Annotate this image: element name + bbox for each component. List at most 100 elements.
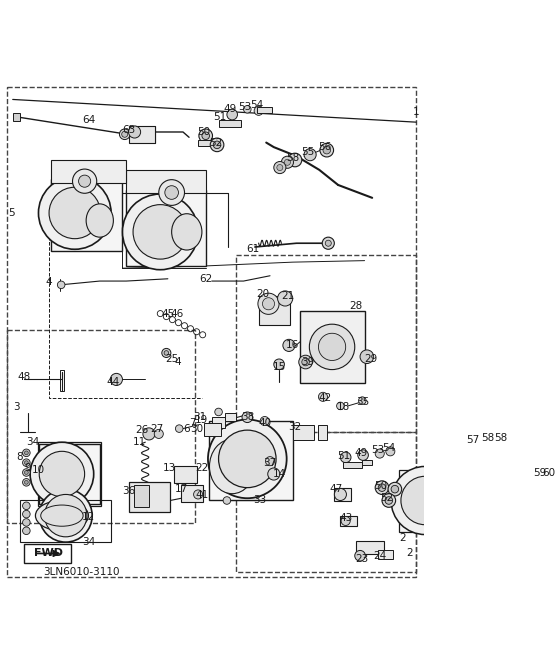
Text: 27: 27 <box>150 424 163 434</box>
Bar <box>236 255 416 432</box>
Bar <box>198 140 213 146</box>
Circle shape <box>542 469 553 479</box>
Circle shape <box>485 436 493 444</box>
Circle shape <box>165 186 179 199</box>
Circle shape <box>219 430 276 488</box>
Circle shape <box>110 373 122 385</box>
Circle shape <box>73 169 97 193</box>
Text: 53: 53 <box>372 445 385 455</box>
Circle shape <box>465 489 469 493</box>
Text: 50: 50 <box>198 127 211 137</box>
Circle shape <box>39 177 111 250</box>
Text: 55: 55 <box>301 148 315 158</box>
Circle shape <box>164 351 169 355</box>
Circle shape <box>227 109 238 120</box>
Text: 58: 58 <box>494 433 507 443</box>
Circle shape <box>336 402 344 410</box>
Text: 6: 6 <box>184 424 190 434</box>
Circle shape <box>22 459 30 467</box>
Bar <box>51 160 126 183</box>
Text: 61: 61 <box>246 244 259 254</box>
Text: 48: 48 <box>17 372 31 382</box>
Circle shape <box>325 240 331 246</box>
Bar <box>134 485 149 506</box>
Circle shape <box>162 348 171 357</box>
Circle shape <box>355 550 365 561</box>
Bar <box>211 417 225 428</box>
Bar <box>219 120 240 128</box>
Bar <box>455 473 477 533</box>
Text: 42: 42 <box>319 393 332 403</box>
Bar <box>300 311 364 383</box>
Text: 37: 37 <box>263 457 277 467</box>
Text: 21: 21 <box>281 291 294 301</box>
Bar <box>13 113 20 120</box>
Circle shape <box>375 481 389 495</box>
Bar <box>334 488 351 501</box>
Text: 36: 36 <box>122 486 135 496</box>
Circle shape <box>523 481 531 489</box>
Bar <box>225 414 236 421</box>
Circle shape <box>254 107 263 115</box>
Text: 46: 46 <box>170 308 184 318</box>
Circle shape <box>175 425 183 432</box>
Text: 34: 34 <box>27 437 40 448</box>
Circle shape <box>463 478 470 485</box>
Bar <box>51 179 122 251</box>
Circle shape <box>30 442 94 506</box>
Text: 38: 38 <box>240 412 254 422</box>
Circle shape <box>22 469 30 476</box>
Circle shape <box>79 175 91 187</box>
Circle shape <box>358 449 368 460</box>
Text: 59: 59 <box>533 467 547 477</box>
Circle shape <box>309 324 355 369</box>
Text: 15: 15 <box>273 361 286 371</box>
Text: 31: 31 <box>193 412 206 422</box>
Bar <box>128 126 155 142</box>
Bar <box>20 500 111 542</box>
Text: 3: 3 <box>13 402 20 412</box>
Circle shape <box>45 495 87 537</box>
Text: 3LN6010-3110: 3LN6010-3110 <box>43 567 119 577</box>
Text: 26: 26 <box>134 425 148 435</box>
Bar <box>343 462 362 468</box>
Bar <box>38 442 101 506</box>
Text: 14: 14 <box>273 469 286 479</box>
Circle shape <box>277 291 293 306</box>
Bar <box>293 425 314 440</box>
Circle shape <box>122 194 198 269</box>
Circle shape <box>213 141 221 149</box>
Circle shape <box>302 358 309 366</box>
Circle shape <box>39 489 92 542</box>
Circle shape <box>468 436 480 448</box>
Circle shape <box>375 449 384 458</box>
Text: 56: 56 <box>319 142 332 152</box>
Circle shape <box>262 298 275 310</box>
Circle shape <box>25 481 28 484</box>
Circle shape <box>378 484 386 491</box>
Circle shape <box>122 131 128 137</box>
Circle shape <box>283 340 295 352</box>
Circle shape <box>319 393 328 401</box>
Bar <box>209 421 293 500</box>
Text: 54: 54 <box>251 100 264 110</box>
Circle shape <box>22 502 30 510</box>
Circle shape <box>523 501 531 509</box>
Text: 19: 19 <box>195 414 209 424</box>
Bar <box>181 485 203 502</box>
Circle shape <box>39 451 85 496</box>
Circle shape <box>133 205 187 259</box>
Text: 28: 28 <box>349 301 362 311</box>
Text: 51: 51 <box>213 112 226 122</box>
Text: 8: 8 <box>16 452 23 462</box>
Ellipse shape <box>172 214 202 250</box>
Circle shape <box>223 496 230 504</box>
Circle shape <box>25 471 28 475</box>
Circle shape <box>320 144 334 157</box>
Text: 44: 44 <box>107 377 120 387</box>
Ellipse shape <box>41 505 83 526</box>
Text: 22: 22 <box>195 463 209 473</box>
Circle shape <box>22 510 30 518</box>
Circle shape <box>465 499 469 503</box>
Text: 17: 17 <box>175 484 188 494</box>
